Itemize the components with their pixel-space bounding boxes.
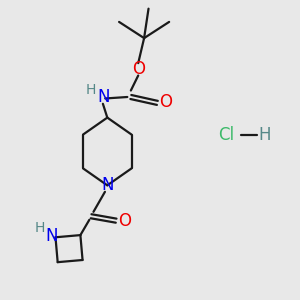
Text: H: H	[35, 221, 45, 236]
Text: O: O	[118, 212, 131, 230]
Text: Cl: Cl	[218, 126, 235, 144]
Text: H: H	[258, 126, 271, 144]
Text: N: N	[101, 176, 114, 194]
Text: O: O	[159, 93, 172, 111]
Text: N: N	[46, 227, 58, 245]
Text: N: N	[97, 88, 110, 106]
Text: H: H	[85, 83, 96, 97]
Text: O: O	[132, 60, 145, 78]
